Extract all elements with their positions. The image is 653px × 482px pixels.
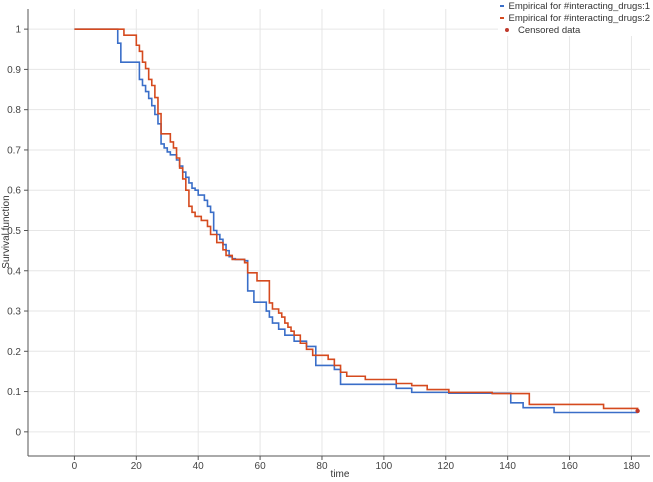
- censored-point: [635, 408, 640, 414]
- x-tick-labels: 0 20 40 60 80 100 120 140 160 180: [72, 461, 641, 472]
- y-tick-label: 0.1: [7, 387, 21, 398]
- y-tick-label: 1: [15, 25, 21, 36]
- x-tick-label: 60: [255, 461, 267, 472]
- series-line-2: [74, 28, 639, 410]
- x-tick-label: 80: [316, 461, 328, 472]
- x-tick-label: 100: [376, 461, 393, 472]
- y-tick-label: 0.2: [7, 347, 21, 358]
- y-tick-label: 0.8: [7, 105, 21, 116]
- censored-markers: [635, 408, 640, 414]
- x-tick-label: 160: [561, 461, 578, 472]
- y-tick-labels: 0 0.1 0.2 0.3 0.4 0.5 0.6 0.7 0.8 0.9 1: [7, 25, 21, 439]
- axes: [24, 9, 650, 460]
- legend-marker-icon: [505, 28, 509, 32]
- x-tick-label: 40: [193, 461, 205, 472]
- x-tick-label: 0: [72, 461, 78, 472]
- y-tick-label: 0: [15, 427, 21, 438]
- legend-label: Empirical for #interacting_drugs:2: [508, 12, 650, 24]
- series-line-1: [74, 28, 638, 414]
- legend-item: Empirical for #interacting_drugs:2: [498, 12, 650, 24]
- legend-item: Censored data: [498, 24, 650, 36]
- x-axis-title: time: [331, 469, 350, 480]
- legend-line-icon: [500, 17, 505, 19]
- y-tick-label: 0.7: [7, 145, 21, 156]
- y-tick-label: 0.6: [7, 186, 21, 197]
- legend-label: Censored data: [518, 24, 581, 36]
- y-tick-label: 0.9: [7, 65, 21, 76]
- legend-item: Empirical for #interacting_drugs:1: [498, 0, 650, 12]
- legend-line-icon: [500, 5, 505, 7]
- legend: Empirical for #interacting_drugs:1 Empiri…: [498, 0, 650, 36]
- x-tick-label: 180: [623, 461, 640, 472]
- y-axis-title: Survival function: [1, 195, 12, 268]
- series-lines: [74, 28, 639, 414]
- y-tick-label: 0.3: [7, 307, 21, 318]
- x-tick-label: 120: [437, 461, 454, 472]
- x-tick-label: 140: [499, 461, 516, 472]
- y-tick-label: 0.5: [7, 226, 21, 237]
- x-tick-label: 20: [131, 461, 143, 472]
- y-tick-label: 0.4: [7, 266, 21, 277]
- grid-lines: [28, 9, 650, 456]
- legend-label: Empirical for #interacting_drugs:1: [508, 0, 650, 12]
